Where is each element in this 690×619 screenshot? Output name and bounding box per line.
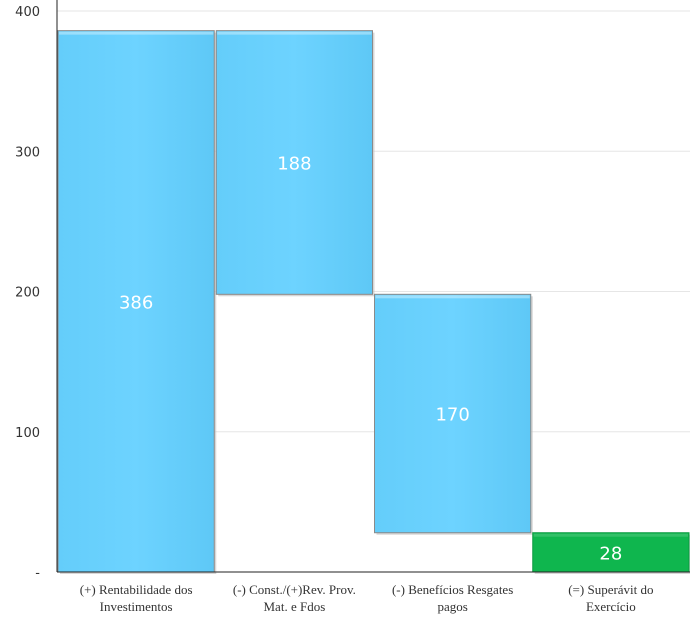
- y-tick-label: 300: [15, 145, 40, 160]
- bar-4: [532, 532, 690, 573]
- x-category-label: Exercício: [586, 599, 636, 614]
- y-tick-label: 200: [15, 286, 40, 301]
- bars: [57, 30, 690, 574]
- bar-highlight: [375, 295, 530, 299]
- x-category-label: (-) Benefícios Resgates: [392, 582, 513, 597]
- bar-highlight: [533, 533, 688, 537]
- data-label: 386: [119, 292, 153, 313]
- bar-highlight: [217, 31, 372, 35]
- bar-3: [374, 293, 532, 534]
- x-category-label: Mat. e Fdos: [264, 599, 326, 614]
- x-category-label: (+) Rentabilidade dos: [80, 582, 193, 597]
- x-category-label: Investimentos: [100, 599, 173, 614]
- y-tick-label: 400: [15, 5, 40, 20]
- axes: [56, 0, 690, 573]
- bar-highlight: [59, 31, 214, 35]
- y-tick-label: -: [35, 566, 40, 581]
- y-tick-label: 100: [15, 426, 40, 441]
- x-category-label: (-) Const./(+)Rev. Prov.: [233, 582, 356, 597]
- data-label: 170: [435, 405, 469, 426]
- data-label: 28: [599, 543, 622, 564]
- data-label: 188: [277, 153, 311, 174]
- x-category-label: (=) Superávit do: [568, 582, 653, 597]
- labels: - 100 200 300 400 386 (+) Rentabilidade dos Inv…: [15, 5, 653, 614]
- x-category-label: pagos: [437, 599, 467, 614]
- bar-2: [215, 30, 373, 295]
